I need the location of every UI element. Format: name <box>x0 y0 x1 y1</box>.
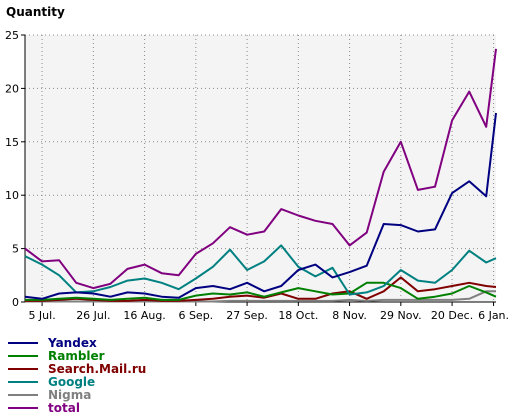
series-line-google <box>24 244 497 296</box>
x-tick-label: 6 Jan. <box>478 309 509 322</box>
x-tick-label: 5 Jul. <box>28 309 55 322</box>
x-tick-label: 29 Nov. <box>380 309 422 322</box>
y-tick-label: 25 <box>5 29 19 42</box>
y-axis-title: Quantity <box>6 5 65 19</box>
y-tick-label: 5 <box>12 243 19 256</box>
x-tick-label: 20 Dec. <box>431 309 473 322</box>
y-axis: 0 5 10 15 20 25 <box>5 29 25 309</box>
x-axis: 5 Jul. 26 Jul. 16 Aug. 6 Sep. 27 Sep. 18 Oct.… <box>28 302 509 322</box>
series-line-total <box>24 48 497 290</box>
x-tick-label: 26 Jul. <box>76 309 110 322</box>
legend-label: Rambler <box>48 349 105 363</box>
y-tick-label: 20 <box>5 82 19 95</box>
series-line-rambler <box>25 281 497 301</box>
plot-area <box>24 34 496 303</box>
legend-label: Google <box>48 375 95 389</box>
x-tick-label: 6 Sep. <box>178 309 213 322</box>
series-line-yandex <box>24 112 497 300</box>
y-tick-label: 10 <box>5 189 19 202</box>
y-tick-label: 15 <box>5 136 19 149</box>
x-tick-label: 16 Aug. <box>123 309 165 322</box>
x-tick-label: 8 Nov. <box>332 309 367 322</box>
x-tick-label: 27 Sep. <box>226 309 268 322</box>
x-tick-label: 18 Oct. <box>278 309 318 322</box>
y-tick-label: 0 <box>12 296 19 309</box>
series-group <box>24 48 497 303</box>
plot-background <box>25 35 496 302</box>
legend-label: Search.Mail.ru <box>48 362 146 376</box>
legend-label: total <box>48 401 80 415</box>
legend-label: Yandex <box>47 336 97 350</box>
legend-label: Nigma <box>48 388 91 402</box>
legend: YandexRamblerSearch.Mail.ruGoogleNigmato… <box>8 336 146 415</box>
